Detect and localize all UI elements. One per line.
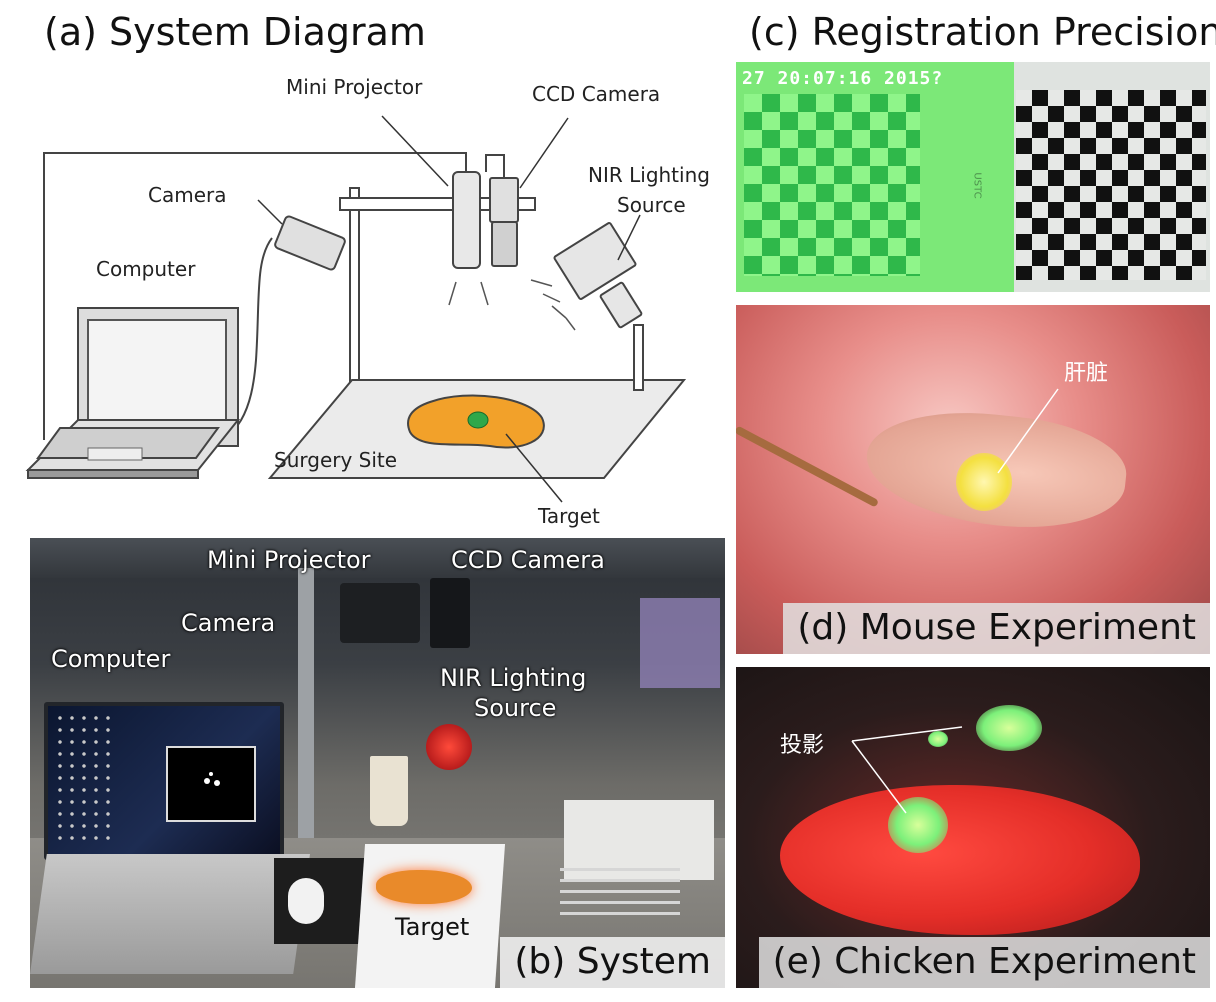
- liver-label: 肝脏: [1064, 361, 1109, 386]
- image-window: [166, 746, 256, 822]
- right-paper: [564, 800, 714, 880]
- timestamp: 27 20:07:16 2015?: [742, 68, 944, 89]
- ccd-camera-body: [489, 177, 519, 223]
- liver-leader: [997, 388, 1059, 474]
- frame-rails: [30, 538, 725, 578]
- photo-label-ccd-camera: CCD Camera: [451, 546, 605, 574]
- cup: [370, 756, 408, 826]
- projector-cable: [43, 152, 467, 440]
- purple-box: [640, 598, 720, 688]
- desktop-icons: [54, 712, 114, 842]
- ccd-cable: [485, 154, 505, 178]
- photo-label-mini-projector: Mini Projector: [207, 546, 371, 574]
- nir-light-mount: [599, 281, 643, 329]
- label-nir-line1: NIR Lighting: [588, 163, 710, 187]
- label-ccd-camera: CCD Camera: [532, 82, 660, 106]
- panel-d-caption: (d) Mouse Experiment: [783, 603, 1210, 654]
- photo-label-nir-line1: NIR Lighting: [440, 664, 587, 692]
- projection-label: 投影: [780, 733, 825, 758]
- board-text: USTC: [971, 172, 983, 199]
- chicken-photo: 投影 (e) Chicken Experiment: [736, 667, 1210, 988]
- label-surgery-site: Surgery Site: [274, 448, 397, 472]
- label-computer: Computer: [96, 257, 196, 281]
- panel-b-caption: (b) System: [500, 937, 725, 988]
- ccd-unit: [430, 578, 470, 648]
- mouse: [288, 878, 324, 924]
- liver-projection: [956, 453, 1012, 511]
- camera-body: [274, 215, 346, 271]
- system-diagram: Mini Projector CCD Camera Camera NIR Lig…: [25, 75, 710, 528]
- photo-label-computer: Computer: [51, 645, 171, 673]
- panel-a-title: (a) System Diagram: [44, 10, 426, 54]
- nir-light: [426, 724, 472, 770]
- mini-projector-body: [452, 171, 481, 269]
- printed-checkerboard: [1016, 90, 1206, 280]
- photo-label-nir-line2: Source: [474, 694, 557, 722]
- chicken-meat: [780, 785, 1140, 935]
- laptop-screen: [44, 702, 284, 860]
- label-target: Target: [537, 504, 600, 528]
- projection-spot-3: [928, 731, 948, 747]
- nir-light-body: [553, 222, 637, 300]
- panel-c-title: (c) Registration Precision: [749, 10, 1216, 54]
- system-photo: Mini Projector CCD Camera Camera Compute…: [30, 538, 725, 988]
- panel-e-caption: (e) Chicken Experiment: [758, 937, 1210, 988]
- target-core: [467, 411, 489, 429]
- projection-leaders: [851, 726, 963, 814]
- projector-unit: [340, 583, 420, 643]
- projection-spot-1: [888, 797, 948, 853]
- stand-arm: [339, 197, 536, 211]
- laptop-keyboard: [30, 854, 310, 974]
- nir-pole: [633, 324, 644, 391]
- stand-pole: [349, 187, 360, 399]
- photo-label-camera: Camera: [181, 609, 276, 637]
- syringes: [560, 868, 680, 918]
- laptop: [25, 307, 241, 479]
- mouse-photo: 肝脏 (d) Mouse Experiment: [736, 305, 1210, 654]
- target-sample: [376, 870, 472, 904]
- ccd-camera-lens: [491, 221, 518, 267]
- label-nir-line2: Source: [617, 193, 686, 217]
- projection-spot-2: [976, 705, 1042, 751]
- projected-checkerboard: [736, 62, 1014, 292]
- label-camera: Camera: [148, 183, 227, 207]
- label-mini-projector: Mini Projector: [286, 75, 423, 99]
- photo-label-target: Target: [395, 913, 470, 941]
- stand-pole: [298, 568, 314, 868]
- registration-photo: 27 20:07:16 2015? USTC: [736, 62, 1210, 292]
